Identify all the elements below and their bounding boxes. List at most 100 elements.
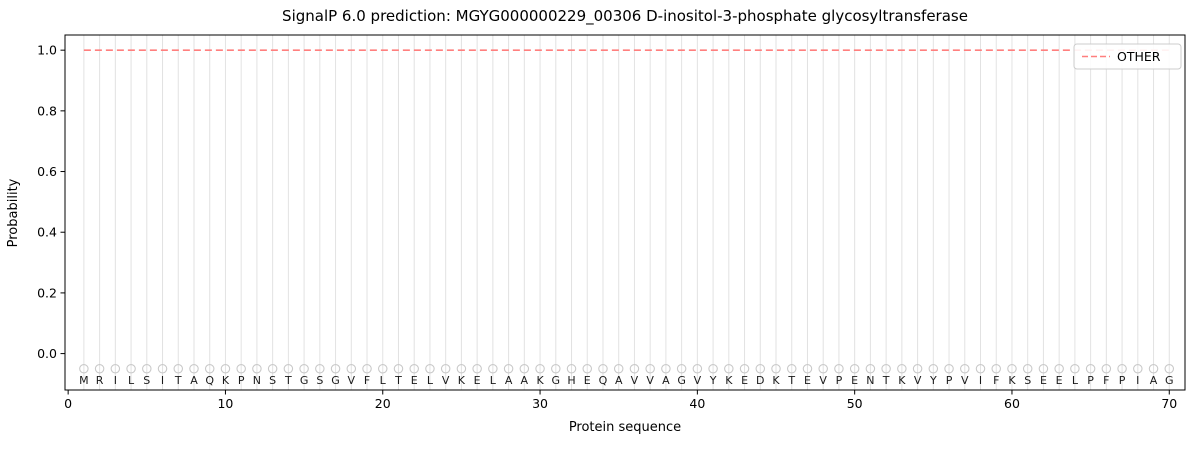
residue-marker: [1117, 364, 1127, 374]
chart-title: SignalP 6.0 prediction: MGYG000000229_00…: [282, 7, 968, 26]
residue-letter: G: [677, 374, 686, 387]
residue-letter: V: [819, 374, 827, 387]
residue-marker: [440, 364, 451, 374]
y-tick-label: 0.4: [37, 225, 57, 240]
residue-marker: [598, 364, 608, 374]
residue-letter: V: [348, 374, 356, 387]
y-tick-label: 1.0: [37, 43, 57, 58]
residue-marker: [724, 364, 734, 374]
y-tick-label: 0.6: [37, 164, 57, 179]
residue-letter: G: [300, 374, 309, 387]
residue-letter: A: [521, 374, 529, 387]
residue-letter: T: [174, 374, 182, 387]
residue-marker: [944, 364, 954, 374]
residue-letter: T: [787, 374, 795, 387]
residue-marker: [79, 364, 89, 374]
residue-marker: [582, 364, 592, 374]
residue-letter: T: [882, 374, 890, 387]
residue-marker: [975, 364, 986, 374]
residue-marker: [299, 364, 309, 374]
residue-marker: [204, 364, 215, 374]
residue-letter: R: [96, 374, 104, 387]
residue-letter: V: [914, 374, 922, 387]
residue-letter: S: [143, 374, 150, 387]
residue-marker: [142, 364, 152, 374]
residue-marker: [881, 364, 891, 374]
residue-marker: [189, 364, 199, 374]
residue-letter: V: [694, 374, 702, 387]
residue-letter: S: [1024, 374, 1031, 387]
residue-marker: [330, 364, 341, 374]
residue-letter: K: [772, 374, 780, 387]
residue-marker: [126, 364, 136, 374]
residue-marker: [1022, 364, 1033, 374]
legend: OTHER: [1073, 43, 1182, 70]
residue-marker: [551, 364, 561, 374]
residue-marker: [1085, 364, 1096, 374]
residue-marker: [94, 364, 105, 374]
residue-letter: T: [284, 374, 292, 387]
residue-marker: [786, 364, 797, 374]
x-tick-label: 40: [689, 396, 705, 411]
residue-letter: Y: [929, 374, 937, 387]
residue-letter: L: [427, 374, 434, 387]
residue-marker: [818, 364, 828, 374]
residue-letter: E: [851, 374, 858, 387]
residue-letter: E: [741, 374, 748, 387]
axes-frame: [64, 34, 1186, 391]
residue-marker: [960, 364, 970, 374]
residue-letter: N: [253, 374, 261, 387]
residue-letter: I: [114, 374, 117, 387]
residue-marker: [991, 364, 1001, 374]
x-axis-label: Protein sequence: [569, 420, 681, 435]
residue-letter: L: [490, 374, 497, 387]
residue-marker: [629, 364, 640, 374]
residue-letter: K: [1008, 374, 1016, 387]
residue-letter: L: [128, 374, 135, 387]
residue-marker: [566, 364, 577, 374]
residue-letter: F: [364, 374, 370, 387]
residue-marker: [362, 364, 372, 374]
residue-letter: F: [1103, 374, 1109, 387]
residue-letter: K: [458, 374, 466, 387]
residue-letter: P: [1087, 374, 1094, 387]
residue-marker: [755, 364, 766, 374]
residue-letter: G: [331, 374, 340, 387]
residue-letter: S: [316, 374, 323, 387]
residue-marker: [1101, 364, 1112, 374]
residue-marker: [535, 364, 545, 374]
residue-marker: [802, 364, 813, 374]
residue-letter: Y: [709, 374, 717, 387]
residue-marker: [157, 364, 168, 374]
residue-letter: A: [662, 374, 670, 387]
residue-letter: I: [1136, 374, 1139, 387]
residue-marker: [708, 364, 718, 374]
residue-marker: [1007, 364, 1017, 374]
residue-marker: [472, 364, 482, 374]
x-tick-label: 0: [64, 396, 72, 411]
residue-letter: L: [1072, 374, 1079, 387]
y-axis-label: Probability: [6, 178, 21, 247]
residue-letter: T: [394, 374, 402, 387]
residue-marker: [645, 364, 655, 374]
residue-marker: [315, 364, 325, 374]
residue-marker: [849, 364, 860, 374]
residue-marker: [1133, 364, 1143, 374]
x-tick-label: 20: [375, 396, 391, 411]
residue-letter: A: [190, 374, 198, 387]
residue-marker: [252, 364, 262, 374]
x-tick-label: 60: [1004, 396, 1020, 411]
residue-letter: G: [1165, 374, 1174, 387]
residue-letter: I: [979, 374, 982, 387]
residue-marker: [283, 364, 294, 374]
residue-letter: E: [1056, 374, 1063, 387]
residue-marker: [1148, 364, 1159, 374]
residue-marker: [771, 364, 781, 374]
residue-letter: H: [567, 374, 575, 387]
residue-letter: S: [269, 374, 276, 387]
residue-marker: [865, 364, 876, 374]
residue-marker: [692, 364, 703, 374]
